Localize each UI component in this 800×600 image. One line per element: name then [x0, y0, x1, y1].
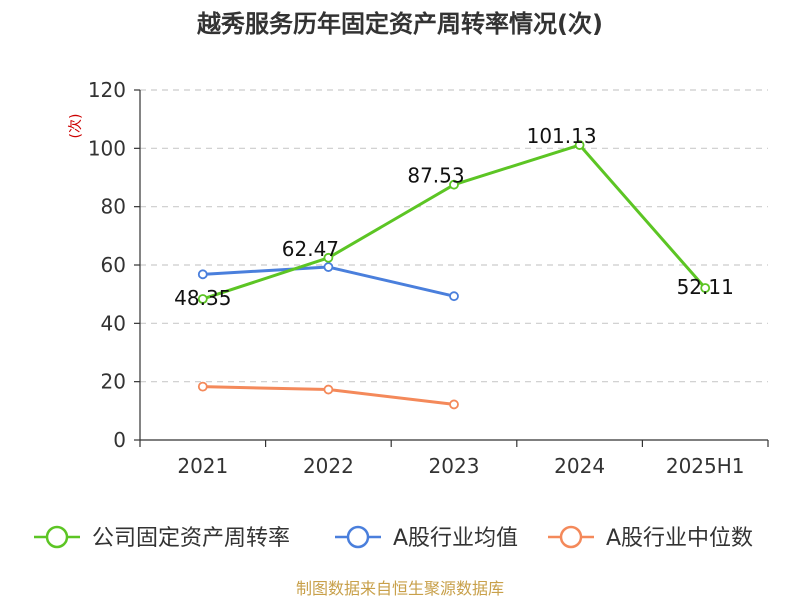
legend-label: 公司固定资产周转率	[92, 526, 290, 551]
y-tick-label: 20	[101, 370, 126, 394]
data-point	[197, 381, 208, 392]
x-tick-label: 2021	[177, 454, 228, 478]
data-label: 101.13	[527, 124, 597, 148]
y-tick-label: 120	[88, 78, 126, 102]
chart-title: 越秀服务历年固定资产周转率情况(次)	[197, 10, 603, 38]
x-tick-label: 2025H1	[666, 454, 745, 478]
y-tick-label: 0	[113, 428, 126, 452]
y-axis-label: (次)	[68, 114, 84, 139]
source-note: 制图数据来自恒生聚源数据库	[296, 579, 504, 598]
data-label: 87.53	[407, 164, 464, 188]
y-tick-label: 40	[101, 311, 126, 335]
data-label: 52.11	[677, 275, 734, 299]
x-tick-label: 2022	[303, 454, 354, 478]
x-tick-label: 2023	[429, 454, 480, 478]
data-label: 62.47	[282, 237, 339, 261]
legend-marker	[346, 525, 370, 549]
data-point	[197, 269, 208, 280]
legend-marker	[559, 525, 583, 549]
data-point	[323, 384, 334, 395]
data-point	[449, 399, 459, 410]
data-point	[323, 252, 334, 263]
data-point	[323, 262, 334, 272]
y-tick-label: 100	[88, 136, 126, 160]
grid-lines	[140, 89, 768, 383]
y-tick-label: 60	[101, 253, 126, 277]
data-labels: 48.35 62.47 87.53 101.13 52.11	[174, 124, 734, 310]
data-label: 48.35	[174, 286, 231, 310]
data-point	[449, 291, 459, 302]
data-point	[574, 140, 585, 150]
x-tick-label: 2024	[554, 454, 605, 478]
series-group	[197, 140, 711, 410]
axes: 0 20 40 60 80 100 120 2021 2022 2023 2024 2025H1	[88, 78, 769, 478]
legend-marker	[45, 525, 69, 549]
data-point	[197, 294, 208, 304]
legend-label: A股行业中位数	[606, 526, 753, 551]
data-point	[700, 283, 711, 293]
data-point	[449, 179, 459, 190]
y-tick-label: 80	[101, 195, 126, 219]
legend: 公司固定资产周转率 A股行业均值 A股行业中位数	[34, 525, 753, 551]
legend-label: A股行业均值	[393, 526, 518, 551]
